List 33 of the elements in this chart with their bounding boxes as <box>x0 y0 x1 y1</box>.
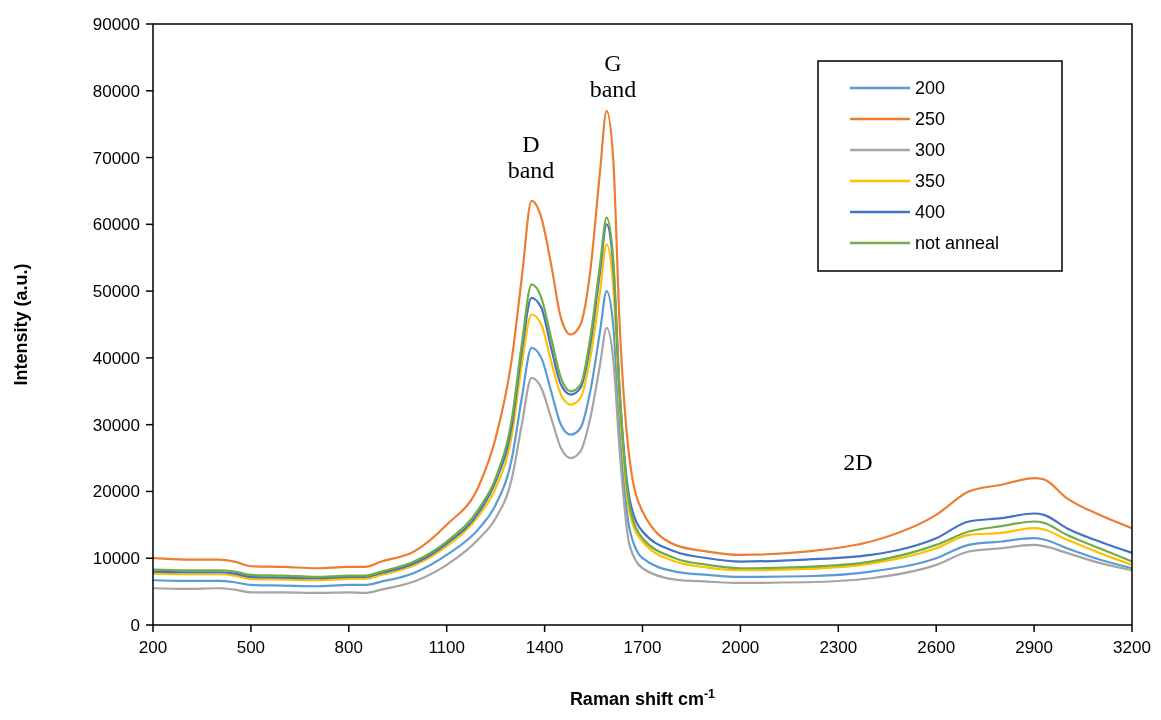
y-tick-label: 80000 <box>92 81 140 101</box>
legend-label: not anneal <box>915 233 1000 253</box>
x-tick-label: 2300 <box>819 638 858 657</box>
y-tick-label: 20000 <box>92 482 140 502</box>
legend-label: 400 <box>915 202 946 222</box>
y-tick-label: 70000 <box>92 148 140 168</box>
annotation: 2D <box>843 449 873 475</box>
x-tick-label: 200 <box>138 638 168 657</box>
y-tick-label: 40000 <box>92 348 140 368</box>
y-tick-label: 0 <box>130 616 140 635</box>
x-tick-label: 2900 <box>1015 638 1054 657</box>
y-tick-label: 10000 <box>92 549 140 569</box>
line-series <box>151 109 1134 570</box>
legend-label: 200 <box>915 78 946 98</box>
x-tick-label: 500 <box>236 638 266 657</box>
x-tick-label: 2000 <box>721 638 760 657</box>
x-axis-title: Raman shift cm$^{-1}$ <box>569 687 716 709</box>
y-tick-label: 50000 <box>92 282 140 302</box>
x-tick-label: 3200 <box>1113 638 1151 657</box>
x-tick-label: 800 <box>334 638 363 657</box>
y-tick-label: 60000 <box>92 215 140 235</box>
legend-label: 300 <box>915 140 946 160</box>
x-tick-label: 1700 <box>623 638 662 657</box>
x-tick-label: 2600 <box>917 638 956 657</box>
annotation: G band <box>589 50 637 102</box>
y-axis-title: Intensity (a.u.) <box>11 263 31 386</box>
legend-label: 350 <box>915 171 946 191</box>
y-tick-label: 30000 <box>92 415 140 435</box>
y-tick-label: 90000 <box>92 15 140 34</box>
annotation: D band <box>507 131 555 183</box>
x-tick-label: 1100 <box>428 638 465 657</box>
legend-label: 250 <box>915 109 946 129</box>
x-tick-label: 1400 <box>525 638 564 657</box>
